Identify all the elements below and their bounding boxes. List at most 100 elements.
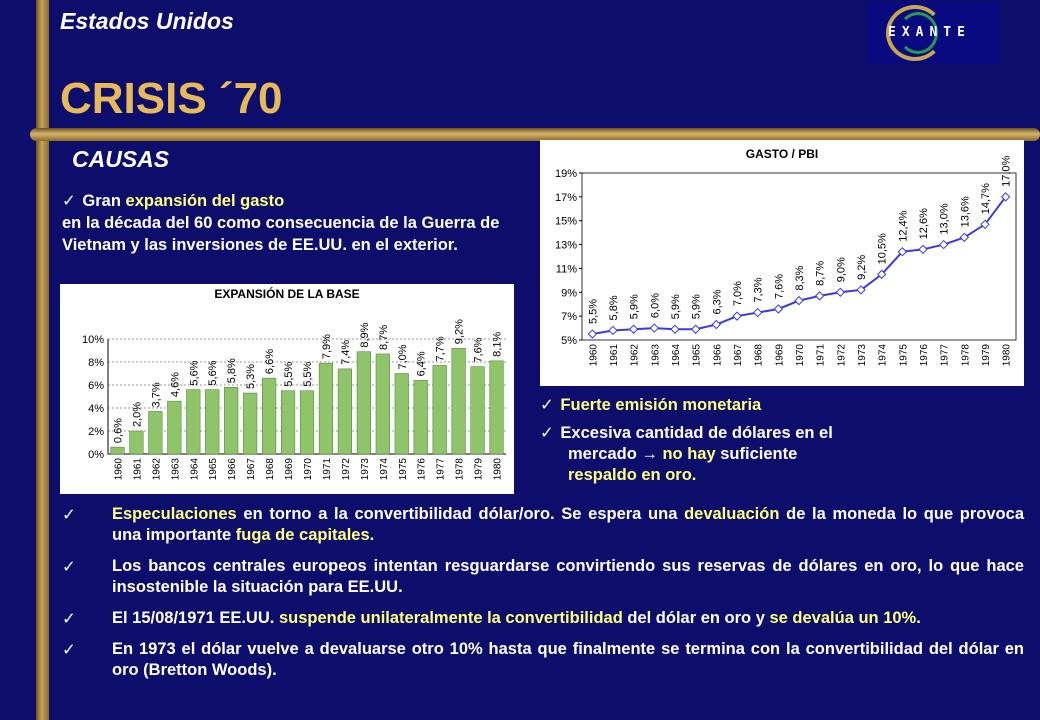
x-tick-label: 1965 [208,458,219,481]
data-label: 6,0% [649,293,661,318]
data-label: 7,0% [397,344,409,369]
check-icon: ✓ [62,505,76,524]
section-title: CAUSAS [72,146,170,172]
data-label: 13,0% [939,203,951,234]
x-tick-label: 1965 [692,344,703,367]
x-tick-label: 1973 [857,344,868,367]
bar-chart-panel: EXPANSIÓN DE LA BASE 0% 2% 4% 6% 8% 10% 0,6% 196… [60,284,514,494]
y-tick-label: 6% [88,380,104,392]
data-label: 7,7% [435,336,447,361]
x-tick-label: 1978 [455,458,466,481]
data-label: 5,5% [283,361,295,386]
data-label: 12,4% [897,210,909,241]
bar [299,390,315,455]
data-label: 7,4% [340,340,352,365]
bar [262,377,277,455]
bar [356,351,371,455]
x-tick-label: 1978 [960,344,971,367]
plot-frame [581,172,1017,341]
arrow-right-icon: → [641,445,658,463]
y-tick-label: 7% [561,311,577,323]
data-label: 7,6% [773,274,785,299]
bar [129,430,144,455]
data-label: 13,6% [959,196,971,227]
y-tick-label: 13% [555,240,577,252]
exante-logo: EXANTE [868,2,1000,64]
bar [280,390,296,455]
x-tick-label: 1968 [265,458,276,481]
data-label: 6,4% [416,351,428,376]
data-point [608,325,618,336]
x-tick-label: 1970 [303,458,314,481]
data-point [876,269,887,280]
bar [451,347,466,455]
data-label: 5,8% [608,295,620,320]
bar [205,389,220,455]
data-label: 0,6% [112,418,124,443]
y-tick-label: 0% [88,449,104,461]
bar [148,411,163,455]
logo-ring-icon [886,5,944,61]
x-tick-label: 1963 [170,458,181,481]
data-label: 5,3% [245,364,257,389]
x-tick-label: 1967 [246,458,257,481]
data-label: 7,3% [753,277,765,302]
data-point [587,329,598,339]
x-tick-label: 1976 [417,458,428,481]
x-tick-label: 1972 [341,458,352,481]
bar [337,368,352,455]
bar [432,365,447,455]
bar [394,373,409,455]
data-label: 4,6% [169,372,181,397]
data-label: 5,6% [188,360,200,385]
bar [470,366,485,455]
bar [413,380,428,455]
data-point [938,239,949,250]
y-tick-label: 9% [561,287,577,299]
data-label: 8,3% [794,265,806,290]
chart-title: EXPANSIÓN DE LA BASE [214,286,359,301]
data-label: 5,9% [629,294,641,319]
x-tick-label: 1975 [398,458,409,481]
data-point [814,291,825,301]
data-label: 9,0% [835,257,847,282]
bullet-bretton-woods: ✓ En 1973 el dólar vuelve a devaluarse o… [62,640,1024,679]
data-point [670,324,680,334]
horizontal-gold-bar [30,128,1040,141]
data-label: 9,2% [454,319,466,344]
data-point [1000,192,1011,202]
data-label: 8,9% [359,322,371,347]
data-label: 10,5% [877,233,889,264]
data-label: 17,0% [1001,155,1013,186]
y-tick-label: 17% [555,192,577,204]
data-label: 8,7% [378,325,390,350]
data-label: 5,5% [587,299,599,324]
x-tick-label: 1969 [284,458,295,481]
x-tick-label: 1972 [836,344,847,367]
y-tick-label: 15% [555,216,577,228]
data-label: 5,9% [691,294,703,319]
line-chart-panel: GASTO / PBI 5% 7% 9% 11% 13% 15% 17% 19% 5,5% 1960… [540,140,1024,386]
x-tick-label: 1962 [151,458,162,481]
data-point [711,319,722,330]
x-tick-label: 1969 [774,344,785,367]
bar [243,392,258,455]
data-label: 8,7% [815,261,827,286]
x-tick-label: 1961 [132,458,143,481]
x-tick-label: 1977 [436,458,447,481]
data-point [980,219,990,230]
x-tick-label: 1970 [795,344,806,367]
y-tick-label: 11% [556,263,577,275]
data-label: 6,6% [264,349,276,374]
right-causes-list: ✓ Fuerte emisión monetaria ✓ Excesiva ca… [540,394,940,492]
data-label: 12,6% [918,208,930,239]
x-tick-label: 1966 [712,344,723,367]
data-point [918,244,928,255]
data-point [897,247,908,257]
data-point [856,285,866,295]
cause-dolares: ✓ Excesiva cantidad de dólares en el mer… [540,423,833,484]
check-icon: ✓ [540,423,554,442]
bar-chart: EXPANSIÓN DE LA BASE 0% 2% 4% 6% 8% 10% 0,6% 196… [82,286,506,481]
data-label: 5,6% [207,360,219,385]
data-point [794,295,804,306]
